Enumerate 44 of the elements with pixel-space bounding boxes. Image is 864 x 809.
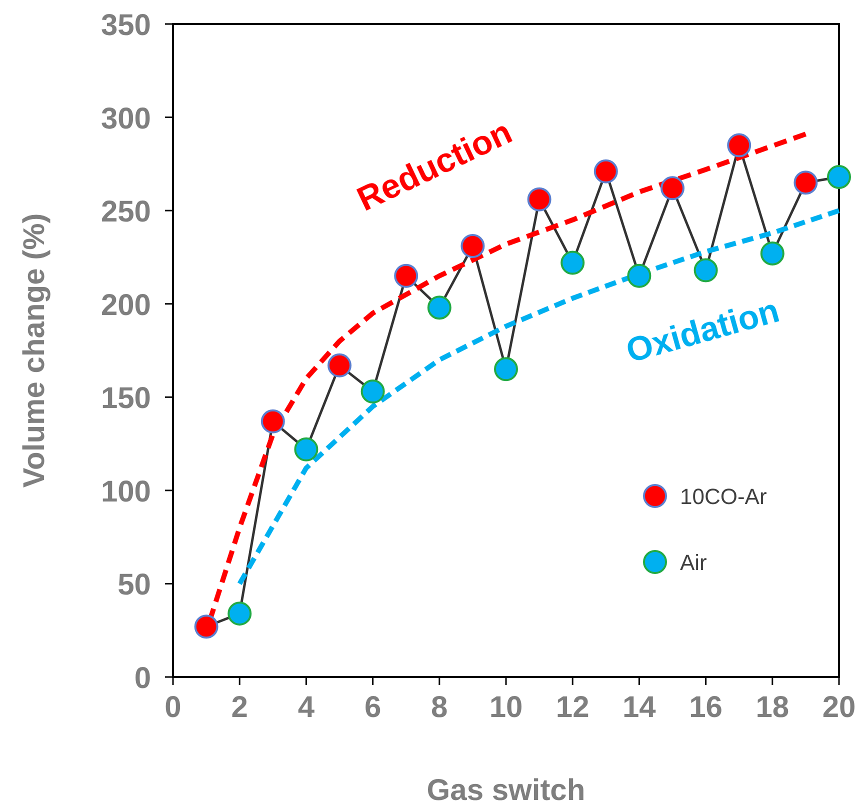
y-tick-label: 200 xyxy=(100,288,151,322)
x-tick-label: 0 xyxy=(164,691,182,724)
y-tick-label: 250 xyxy=(100,196,151,229)
text: Oxidation xyxy=(622,292,784,370)
point xyxy=(260,409,285,434)
legend-label: Air xyxy=(680,550,707,575)
x-tick-label: 20 xyxy=(822,691,856,724)
y-tick-label: 300 xyxy=(100,102,151,136)
y-tick-label: 0 xyxy=(134,662,151,695)
point xyxy=(794,170,818,195)
y-tick-label: 100 xyxy=(100,475,151,508)
x-tick-label: 10 xyxy=(489,691,523,724)
x-tick-label: 4 xyxy=(298,691,315,724)
point xyxy=(194,614,218,639)
x-tick-label: 14 xyxy=(622,691,656,724)
x-tick-label: 2 xyxy=(231,691,248,724)
point xyxy=(694,258,718,282)
x-tick-label: 8 xyxy=(431,691,448,724)
point xyxy=(328,353,352,378)
x-tick-label: 18 xyxy=(756,691,790,724)
point xyxy=(294,437,318,462)
y-axis-title: Volume change (%) xyxy=(18,213,51,488)
y-tick-label: 50 xyxy=(118,568,151,602)
x-tick-label: 6 xyxy=(364,691,382,724)
point xyxy=(527,187,552,212)
legend-label: 10CO-Ar xyxy=(680,484,767,509)
x-tick-label: 12 xyxy=(556,691,590,724)
point xyxy=(727,133,752,158)
point xyxy=(560,250,585,275)
point xyxy=(427,296,452,320)
point xyxy=(460,234,485,258)
point xyxy=(627,264,652,288)
point xyxy=(827,164,851,189)
point xyxy=(360,380,385,404)
y-tick-label: 350 xyxy=(100,9,151,42)
point xyxy=(660,176,684,200)
point xyxy=(594,159,618,184)
x-axis-title: Gas switch xyxy=(426,774,586,807)
point xyxy=(760,241,784,266)
point xyxy=(394,264,418,288)
y-tick-label: 150 xyxy=(100,382,151,416)
point xyxy=(494,357,518,382)
x-tick-label: 16 xyxy=(689,691,722,724)
point xyxy=(228,602,252,626)
